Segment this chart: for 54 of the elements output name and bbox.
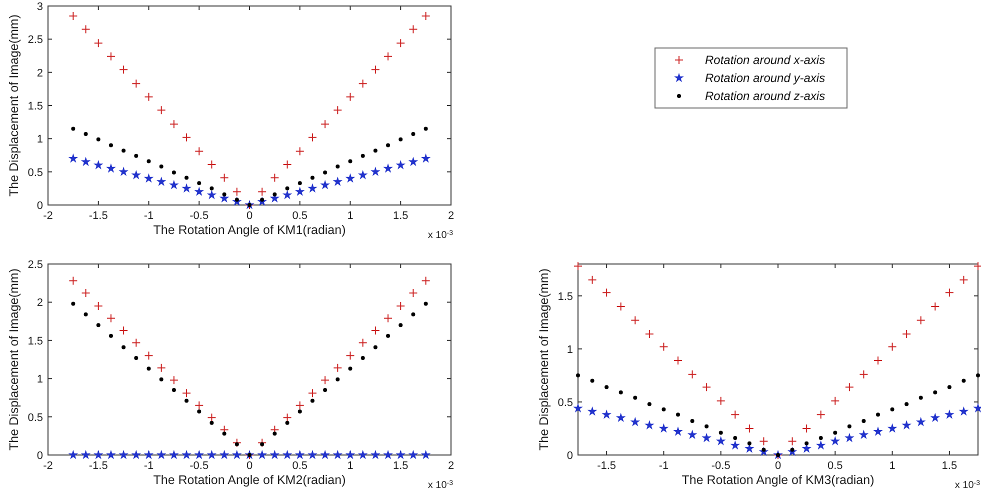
x-axis-title: The Rotation Angle of KM1(radian)	[153, 223, 346, 237]
y-tick-label: 0.5	[28, 166, 43, 179]
x-tick-label: 0	[774, 460, 782, 472]
x-tick-label: -2	[43, 210, 53, 222]
x-tick-label: 2	[448, 210, 454, 222]
y-tick-label: 1.5	[28, 100, 43, 112]
x-tick-label: -2	[43, 460, 53, 472]
x-tick-label: -1.5	[88, 460, 108, 472]
x-tick-label: 0	[246, 210, 253, 222]
y-tick-label: 0	[36, 200, 43, 212]
legend-label: Rotation around z-axis	[705, 89, 826, 103]
x-tick-label: -1	[144, 210, 154, 222]
x-tick-label: 0	[246, 460, 253, 472]
x-axis-title: The Rotation Angle of KM2(radian)	[153, 473, 346, 487]
y-tick-label: 1	[36, 374, 43, 386]
y-tick-label: 3	[36, 1, 43, 13]
y-tick-label: 2.5	[28, 34, 43, 46]
y-tick-label: 1	[566, 344, 573, 356]
x-tick-label: 1.5	[392, 460, 408, 472]
x-tick-label: 1	[347, 460, 354, 472]
x-tick-label: -1.5	[88, 210, 108, 222]
x-tick-label: -1	[144, 460, 154, 472]
x-tick-label: 1	[889, 460, 896, 472]
text: x 10$^{-3}$	[954, 480, 980, 488]
legend-label: Rotation around y-axis	[705, 71, 826, 85]
y-tick-label: 1	[36, 134, 43, 146]
text: x 10$^{-3}$	[428, 230, 454, 241]
y-tick-label: 0	[36, 450, 43, 462]
x-tick-label: 0.5	[292, 210, 308, 222]
y-tick-label: 2	[36, 297, 43, 310]
y-tick-label: 0.5	[558, 396, 573, 409]
y-tick-label: 0	[566, 450, 573, 462]
legend-label: Rotation around x-axis	[705, 53, 826, 67]
x-tick-label: 0.5	[292, 460, 308, 472]
x-tick-label: -0.5	[711, 460, 730, 472]
x-tick-label: 1	[347, 210, 354, 222]
y-axis-title: The Displacement of Image(mm)	[7, 268, 21, 451]
x-tick-label: -0.5	[190, 210, 209, 222]
y-tick-label: 1.5	[558, 290, 573, 303]
text: x 10$^{-3}$	[428, 480, 454, 488]
x-tick-label: -1	[658, 460, 669, 472]
x-tick-label: -0.5	[190, 460, 209, 472]
y-axis-title: The Displacement of Image(mm)	[537, 268, 551, 451]
x-tick-label: -1.5	[597, 460, 616, 472]
x-tick-label: 2	[448, 460, 454, 472]
x-axis-title: The Rotation Angle of KM3(radian)	[682, 473, 874, 487]
x-tick-label: 1.5	[392, 210, 408, 222]
y-tick-label: 2.5	[28, 259, 43, 271]
x-tick-label: 1.5	[942, 460, 958, 472]
x-tick-label: 0.5	[827, 460, 843, 472]
y-tick-label: 1.5	[28, 335, 43, 348]
y-tick-label: 0.5	[28, 412, 43, 424]
y-tick-label: 2	[36, 67, 43, 80]
y-axis-title: The Displacement of Image(mm)	[7, 14, 21, 197]
